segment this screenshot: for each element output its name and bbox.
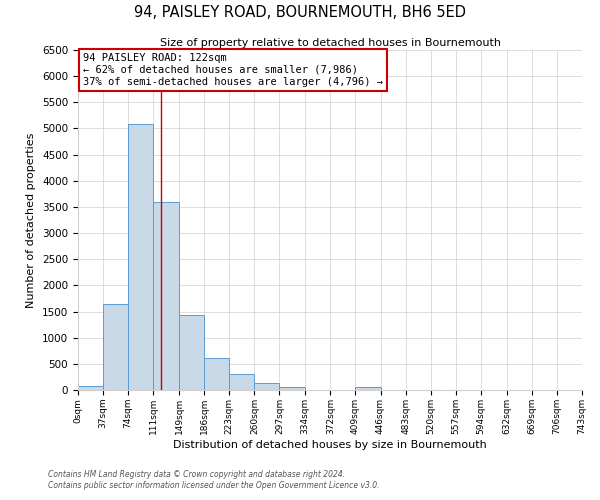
Bar bbox=[254, 382, 280, 390]
Y-axis label: Number of detached properties: Number of detached properties bbox=[26, 132, 37, 308]
Text: 94 PAISLEY ROAD: 122sqm
← 62% of detached houses are smaller (7,986)
37% of semi: 94 PAISLEY ROAD: 122sqm ← 62% of detache… bbox=[83, 54, 383, 86]
Title: Size of property relative to detached houses in Bournemouth: Size of property relative to detached ho… bbox=[160, 38, 500, 48]
Bar bbox=[103, 304, 128, 390]
Bar bbox=[179, 315, 204, 390]
Bar bbox=[280, 387, 305, 390]
Bar bbox=[229, 374, 254, 390]
Text: Contains HM Land Registry data © Crown copyright and database right 2024.
Contai: Contains HM Land Registry data © Crown c… bbox=[48, 470, 380, 490]
Bar bbox=[204, 358, 229, 390]
Bar bbox=[153, 202, 179, 390]
Bar bbox=[128, 124, 153, 390]
Text: 94, PAISLEY ROAD, BOURNEMOUTH, BH6 5ED: 94, PAISLEY ROAD, BOURNEMOUTH, BH6 5ED bbox=[134, 5, 466, 20]
X-axis label: Distribution of detached houses by size in Bournemouth: Distribution of detached houses by size … bbox=[173, 440, 487, 450]
Bar bbox=[355, 387, 380, 390]
Bar bbox=[78, 386, 103, 390]
